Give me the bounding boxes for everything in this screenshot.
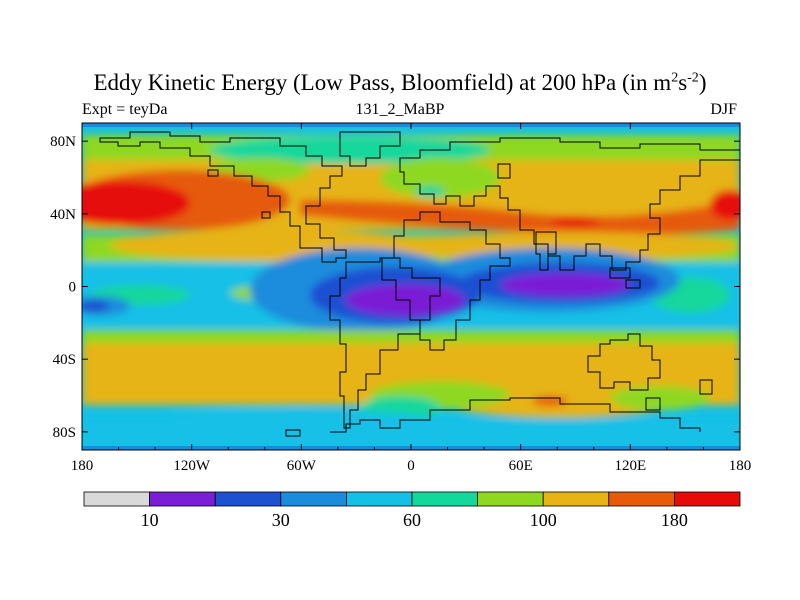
coastline-north-america <box>99 131 347 263</box>
coastline-island <box>625 279 641 289</box>
field-storm-track-core <box>82 181 190 225</box>
coastline-europe-asia <box>399 137 740 271</box>
colorbar-label: 180 <box>661 510 688 530</box>
coastline-australia <box>587 333 661 391</box>
y-tick-label: 0 <box>69 280 77 296</box>
x-tick-label: 180 <box>71 458 94 474</box>
y-tick-label: 40N <box>50 207 76 223</box>
coastline-africa <box>381 211 511 351</box>
y-tick-label: 80N <box>50 134 76 150</box>
y-axis: 80N 40N 0 40S 80S <box>50 134 740 441</box>
y-tick-label: 40S <box>53 352 76 368</box>
y-tick-label: 80S <box>53 425 76 441</box>
field-patch <box>380 232 740 260</box>
coastlines <box>99 131 740 437</box>
experiment-label: Expt = teyDa <box>82 101 168 118</box>
coastline-island <box>699 379 713 395</box>
season-label: DJF <box>710 101 737 118</box>
colorbar-label: 100 <box>530 510 557 530</box>
colorbar-label: 30 <box>272 510 290 530</box>
colorbar-segment <box>214 491 282 507</box>
x-tick-label: 0 <box>407 458 415 474</box>
coastline-island <box>609 267 631 279</box>
x-tick-label: 120E <box>614 458 646 474</box>
colorbar-segment <box>608 491 675 507</box>
field-jet-core <box>550 216 600 226</box>
coastline-island <box>645 397 661 411</box>
x-tick-label: 60W <box>287 458 317 474</box>
coastline-greenland <box>339 131 401 167</box>
colorbar-segment <box>542 491 610 507</box>
field-patch <box>380 158 500 198</box>
colorbar-label: 10 <box>141 510 159 530</box>
x-tick-label: 120W <box>173 458 211 474</box>
colorbar-segment <box>83 491 150 507</box>
x-tick-label: 60E <box>509 458 533 474</box>
coastline-south-america <box>329 257 441 429</box>
run-label: 131_2_MaBP <box>355 101 445 118</box>
colorbar-segment <box>411 491 478 507</box>
colorbar-segment <box>674 491 741 507</box>
map-field <box>82 123 740 450</box>
x-tick-label: 180 <box>729 458 752 474</box>
colorbar-label: 60 <box>403 510 421 530</box>
coastline-antarctica <box>330 397 701 433</box>
colorbar-segment <box>280 491 347 507</box>
chart-title: Eddy Kinetic Energy (Low Pass, Bloomfiel… <box>93 70 707 95</box>
field-tropical-min <box>500 273 630 297</box>
field-patch <box>82 300 109 312</box>
coastline-island <box>261 211 271 219</box>
field-jet-core <box>710 190 740 220</box>
coastline-island <box>207 169 219 177</box>
x-axis: 180 120W 60W 0 60E 120E 180 <box>71 123 752 474</box>
colorbar-segment <box>477 491 544 507</box>
coastline-india <box>535 231 557 271</box>
coastline-island <box>497 163 511 179</box>
colorbar-segment <box>345 491 413 507</box>
field-patch <box>415 186 445 198</box>
coastline-island <box>285 429 301 437</box>
colorbar-segment <box>149 491 216 507</box>
colorbar: 10 30 60 100 180 <box>83 491 741 530</box>
field-patch <box>170 410 430 430</box>
